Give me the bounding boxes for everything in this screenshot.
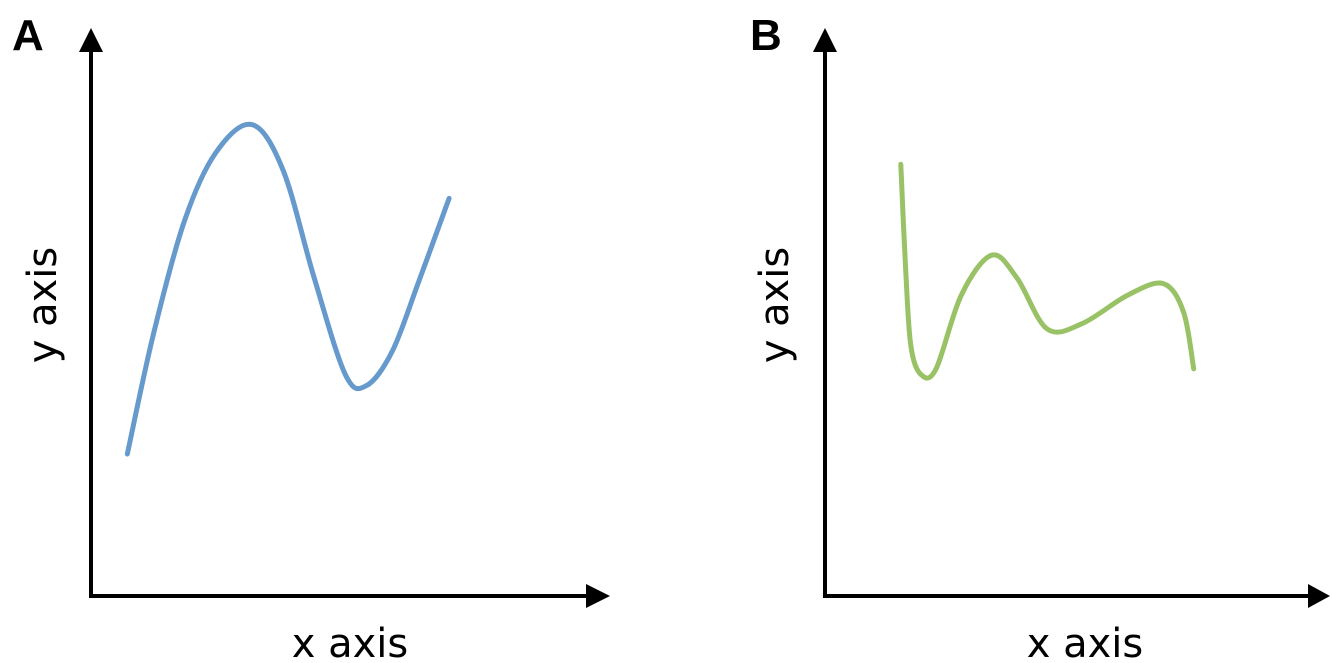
panel-a-series-line [124, 121, 452, 457]
panel-a-x-axis-arrow [586, 584, 610, 608]
panel-b-x-axis-arrow [1308, 584, 1330, 608]
panel-a-x-axis-label: x axis [292, 621, 409, 663]
panel-b-letter: B [750, 11, 782, 60]
panel-b: B x axis y axis [750, 11, 1330, 663]
panel-a-y-axis-label: y axis [20, 247, 66, 364]
panel-b-y-axis-arrow [813, 28, 837, 52]
panel-a-y-axis-arrow [79, 28, 103, 52]
panel-b-series-line [898, 161, 1197, 381]
panel-a: A x axis y axis [12, 11, 610, 663]
panel-b-x-axis-label: x axis [1027, 621, 1144, 663]
panel-b-y-axis-label: y axis [752, 247, 798, 364]
panel-a-letter: A [12, 11, 44, 60]
